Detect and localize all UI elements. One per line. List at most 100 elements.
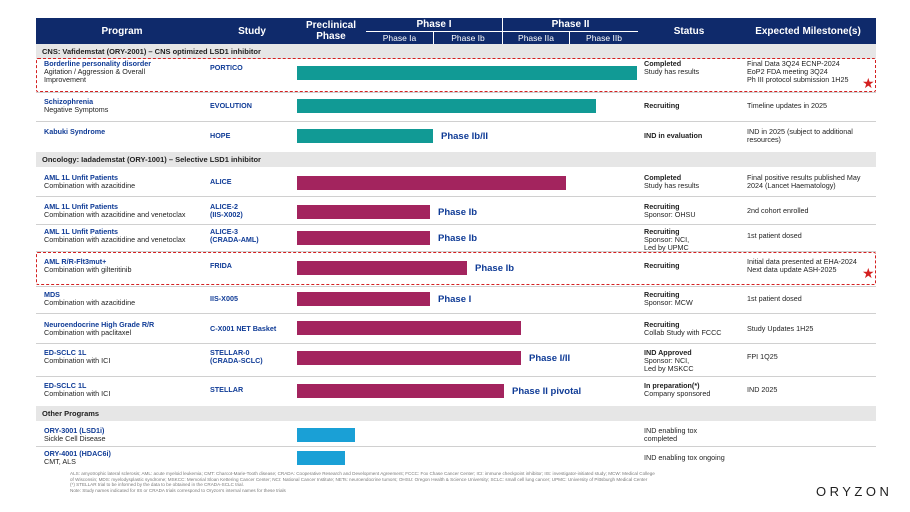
program-cell: Kabuki Syndrome: [44, 127, 106, 136]
header-phase2b: Phase IIb: [570, 31, 638, 44]
milestone-item: Initial data presented at EHA-2024: [747, 257, 857, 266]
study-name-line: FRIDA: [210, 261, 232, 270]
study-name-line: ALICE-3: [210, 227, 238, 236]
phase-label: Phase I/II: [529, 353, 571, 364]
section-cns: CNS: Vafidemstat (ORY-2001) – CNS optimi…: [36, 44, 876, 59]
status-cell: Completed Study has results: [644, 173, 699, 190]
footnote: ALS: amyotrophic lateral sclerosis; AML:…: [70, 471, 655, 493]
phase-label: Phase Ib/II: [441, 131, 488, 142]
program-title: ORY-4001 (HDAC6i): [44, 449, 111, 458]
program-cell: ORY-3001 (LSD1i) Sickle Cell Disease: [44, 426, 106, 444]
program-cell: MDS Combination with azacitidine: [44, 290, 135, 307]
status-badge: Recruiting: [644, 227, 680, 236]
milestone-item: IND 2025: [747, 385, 778, 394]
study-name: STELLAR: [210, 385, 244, 394]
program-cell: ED-SCLC 1L Combination with ICI: [44, 381, 111, 399]
program-title: AML 1L Unfit Patients: [44, 202, 119, 211]
program-subtitle: Sickle Cell Disease: [44, 434, 106, 444]
program-title: AML R/R-Flt3mut+: [44, 257, 107, 266]
phase-label: Phase I: [438, 294, 472, 305]
progress-bar: [297, 428, 355, 442]
status-badge: Recruiting: [644, 101, 680, 110]
status-cell: IND in evaluation: [644, 131, 703, 140]
study-name: HOPE: [210, 131, 231, 140]
study-name-line: HOPE: [210, 131, 231, 140]
program-title: ORY-3001 (LSD1i): [44, 426, 105, 435]
status-badge: Recruiting: [644, 261, 680, 270]
milestone-cell: IND 2025: [747, 385, 778, 394]
header-preclinical: Preclinical Phase: [296, 18, 366, 44]
program-subtitle: Combination with azacitidine and venetoc…: [44, 210, 186, 220]
study-name: FRIDA: [210, 261, 232, 270]
study-name: ALICE-2 (IIS-X002): [210, 202, 243, 220]
status-cell: IND enabling tox completed: [644, 426, 698, 443]
section-other: Other Programs: [36, 406, 876, 421]
milestone-cell: Timeline updates in 2025: [747, 101, 827, 110]
highlight-box-portico: [36, 58, 876, 92]
oryzon-logo: ORYZON: [816, 484, 893, 499]
study-name: ALICE-3 (CRADA-AML): [210, 227, 259, 244]
milestone-item: Next data update ASH-2025: [747, 265, 837, 275]
status-detail: Sponsor: OHSU: [644, 210, 696, 220]
status-detail: Company sponsored: [644, 389, 711, 399]
milestone-item: Final Data 3Q24 ECNP-2024: [747, 59, 840, 68]
milestone-item: IND in 2025 (subject to additional: [747, 127, 853, 136]
program-cell: Schizophrenia Negative Symptoms: [44, 97, 108, 114]
progress-bar: [297, 231, 430, 245]
phase-label: Phase Ib: [438, 207, 478, 218]
program-title: Kabuki Syndrome: [44, 127, 106, 136]
status-detail: Sponsor: NCI,: [644, 235, 690, 245]
header-phase1a: Phase Ia: [366, 31, 434, 44]
program-cell: AML R/R-Flt3mut+ Combination with gilteri…: [44, 257, 132, 275]
milestone-item: 1st patient dosed: [747, 294, 802, 303]
progress-bar: [297, 205, 430, 219]
status-cell: Recruiting: [644, 101, 680, 110]
milestone-item: 2024 (Lancet Haematology): [747, 181, 836, 191]
progress-bar: [297, 99, 596, 113]
program-subtitle: Combination with ICI: [44, 389, 111, 399]
program-cell: AML 1L Unfit Patients Combination with az…: [44, 173, 135, 190]
progress-bar: [297, 351, 521, 365]
status-badge: Recruiting: [644, 202, 680, 211]
study-name-line: STELLAR-0: [210, 348, 250, 357]
status-cell: IND Approved Sponsor: NCI, Led by MSKCC: [644, 348, 694, 374]
status-detail: Sponsor: NCI,: [644, 356, 690, 366]
progress-bar: [297, 66, 637, 80]
status-badge: Completed: [644, 173, 682, 182]
program-subtitle: Combination with gilteritinib: [44, 265, 132, 275]
phase-label: Phase II pivotal: [512, 386, 582, 397]
program-subtitle: Agitation / Aggression & Overall: [44, 67, 146, 77]
program-title: Schizophrenia: [44, 97, 94, 106]
highlight-box-frida: [36, 252, 876, 285]
section-oncology: Oncology: Iadademstat (ORY-1001) – Selec…: [36, 152, 876, 167]
study-alias: (IIS-X002): [210, 210, 243, 220]
star-icon: ★: [862, 75, 875, 91]
status-detail: Led by MSKCC: [644, 364, 694, 374]
header-phase1: Phase I: [366, 18, 502, 31]
status-badge: Recruiting: [644, 320, 680, 329]
milestone-item: Ph III protocol submission 1H25: [747, 75, 849, 85]
status-badge: In preparation(*): [644, 381, 700, 390]
program-cell: AML 1L Unfit Patients Combination with az…: [44, 202, 186, 220]
header-phase2a: Phase IIa: [502, 31, 570, 44]
program-cell: ED-SCLC 1L Combination with ICI: [44, 348, 110, 365]
program-subtitle: Combination with azacitidine and venetoc…: [44, 235, 186, 245]
status-badge: IND in evaluation: [644, 131, 703, 140]
program-cell: AML 1L Unfit Patients Combination with az…: [44, 227, 186, 245]
study-name-line: STELLAR: [210, 385, 244, 394]
progress-bar: [297, 321, 521, 335]
milestone-item: resources): [747, 135, 781, 145]
status-detail: IND enabling tox: [644, 426, 698, 435]
milestone-item: EoP2 FDA meeting 3Q24: [747, 67, 828, 77]
progress-bar: [297, 384, 504, 398]
status-cell: Recruiting Sponsor: NCI, Led by UPMC: [644, 227, 690, 253]
star-icon: ★: [862, 265, 875, 281]
study-name: ALICE: [210, 177, 232, 186]
status-cell: Recruiting: [644, 261, 680, 270]
program-title: AML 1L Unfit Patients: [44, 173, 119, 182]
program-title: Neuroendocrine High Grade R/R: [44, 320, 155, 329]
milestone-item: 2nd cohort enrolled: [747, 206, 809, 215]
study-name-line: PORTICO: [210, 63, 243, 72]
status-badge: IND Approved: [644, 348, 692, 357]
program-title: ED-SCLC 1L: [44, 348, 87, 357]
